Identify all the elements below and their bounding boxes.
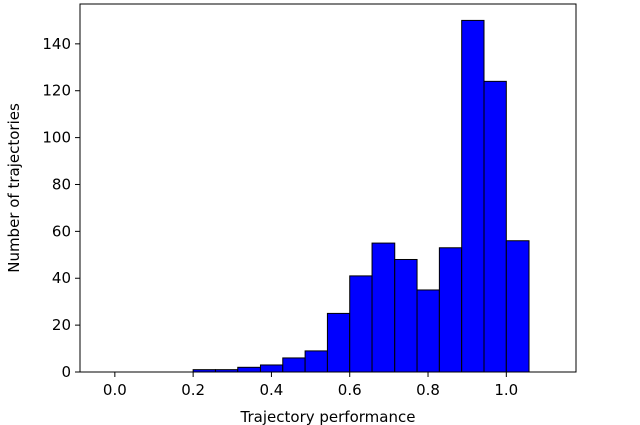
x-tick-label: 0.0 xyxy=(103,381,127,399)
x-tick-label: 0.2 xyxy=(181,381,205,399)
bar xyxy=(416,289,440,373)
bar xyxy=(304,350,328,373)
x-tick-label: 0.6 xyxy=(338,381,362,399)
y-tick-label: 120 xyxy=(42,82,71,100)
y-tick-label: 100 xyxy=(42,129,71,147)
x-axis-label: Trajectory performance xyxy=(240,408,416,425)
y-tick-label: 20 xyxy=(52,316,71,334)
bar xyxy=(461,19,485,373)
y-tick-label: 0 xyxy=(61,363,71,381)
bar xyxy=(505,240,530,373)
bar xyxy=(282,357,306,373)
x-tick-label: 0.4 xyxy=(260,381,284,399)
bar xyxy=(394,258,418,373)
y-axis-label: Number of trajectories xyxy=(5,103,23,273)
bar xyxy=(483,80,507,373)
y-tick-label: 40 xyxy=(52,269,71,287)
plot-frame xyxy=(79,3,577,373)
bar xyxy=(438,247,463,373)
y-tick-label: 80 xyxy=(52,175,71,193)
bar xyxy=(349,275,373,373)
y-tick-label: 60 xyxy=(52,222,71,240)
y-tick-label: 140 xyxy=(42,35,71,53)
bar xyxy=(259,364,284,373)
x-tick-label: 1.0 xyxy=(494,381,518,399)
bar xyxy=(326,312,351,373)
x-tick-label: 0.8 xyxy=(416,381,440,399)
bar xyxy=(371,242,396,373)
bar xyxy=(237,366,261,373)
